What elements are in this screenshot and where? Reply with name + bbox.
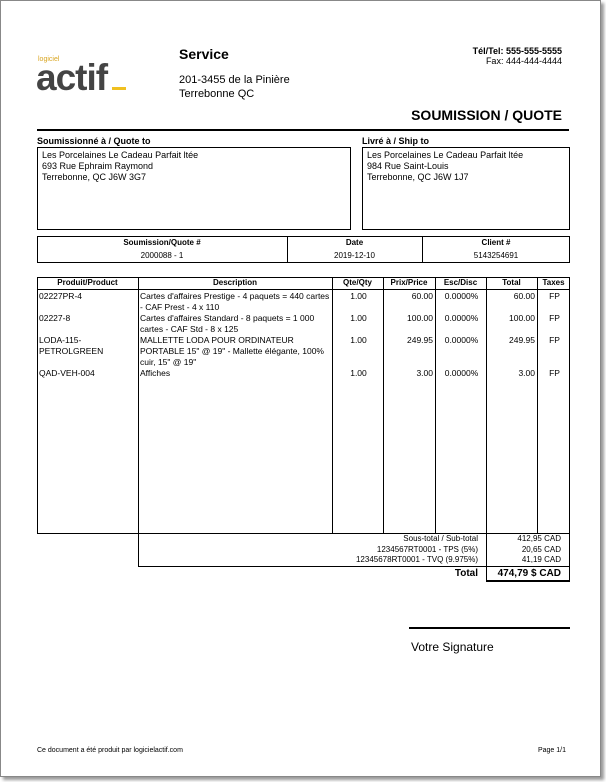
column-divider bbox=[435, 277, 436, 534]
logo: actif bbox=[36, 57, 108, 98]
column-divider bbox=[537, 277, 538, 534]
item-disc: 0.0000% bbox=[444, 313, 479, 323]
total-value: 474,79 $ CAD bbox=[497, 568, 561, 579]
divider bbox=[422, 236, 423, 263]
column-header-price: Prix/Price bbox=[390, 278, 428, 287]
column-divider bbox=[383, 277, 384, 534]
divider bbox=[287, 236, 288, 263]
item-total: 3.00 bbox=[518, 368, 535, 378]
date-header: Date bbox=[345, 238, 364, 247]
item-description: Affiches bbox=[140, 368, 171, 378]
divider bbox=[37, 289, 570, 290]
item-description: Cartes d'affaires Standard - 8 paquets =… bbox=[140, 313, 315, 334]
item-qty: 1.00 bbox=[350, 335, 367, 345]
company-address2: Terrebonne QC bbox=[179, 88, 255, 100]
totals-label: 12345678RT0001 - TVQ (9.975%) bbox=[355, 555, 478, 564]
item-price: 60.00 bbox=[411, 291, 433, 301]
quote-to-line: Terrebonne, QC J6W 3G7 bbox=[42, 172, 147, 182]
item-disc: 0.0000% bbox=[444, 335, 479, 345]
item-price: 3.00 bbox=[416, 368, 433, 378]
divider bbox=[486, 533, 487, 581]
item-total: 100.00 bbox=[509, 313, 535, 323]
column-header-total: Total bbox=[502, 278, 521, 287]
quote-to-line: Les Porcelaines Le Cadeau Parfait ltée bbox=[42, 150, 199, 160]
ship-to-line: Terrebonne, QC J6W 1J7 bbox=[367, 172, 469, 182]
logo-small-text: logiciel bbox=[38, 56, 60, 63]
item-description: MALLETTE LODA POUR ORDINATEUR PORTABLE 1… bbox=[140, 335, 324, 367]
quote-number: 2000088 - 1 bbox=[140, 251, 184, 260]
subtotals-box bbox=[138, 533, 570, 567]
totals-value: 41,19 CAD bbox=[521, 555, 561, 564]
client-header: Client # bbox=[481, 238, 511, 247]
totals-label: Sous-total / Sub-total bbox=[403, 534, 478, 543]
item-taxes: FP bbox=[549, 368, 560, 378]
footer-credit: Ce document a été produit par logicielac… bbox=[37, 747, 183, 754]
item-price: 100.00 bbox=[407, 313, 433, 323]
column-header-product: Produit/Product bbox=[57, 278, 118, 287]
total-box bbox=[486, 566, 570, 582]
column-header-qty: Qte/Qty bbox=[343, 278, 372, 287]
ship-to-line: 984 Rue Saint-Louis bbox=[367, 161, 449, 171]
signature-line bbox=[409, 627, 570, 629]
item-product: QAD-VEH-004 bbox=[39, 368, 95, 378]
item-product: 02227PR-4 bbox=[39, 291, 83, 301]
item-qty: 1.00 bbox=[350, 368, 367, 378]
column-divider bbox=[486, 277, 487, 534]
quote-to-label: Soumissionné à / Quote to bbox=[37, 136, 151, 146]
page-number: Page 1/1 bbox=[537, 747, 566, 754]
signature-label: Votre Signature bbox=[411, 640, 494, 654]
item-qty: 1.00 bbox=[350, 291, 367, 301]
company-phone: Tél/Tel: 555-555-5555 bbox=[472, 46, 562, 56]
company-name: Service bbox=[179, 46, 229, 62]
column-header-description: Description bbox=[212, 278, 257, 287]
item-product: 02227-8 bbox=[39, 313, 71, 323]
ship-to-label: Livré à / Ship to bbox=[362, 136, 430, 146]
date: 2019-12-10 bbox=[334, 251, 375, 260]
column-header-taxes: Taxes bbox=[542, 278, 565, 287]
quote-info-table bbox=[37, 236, 570, 263]
client-number: 5143254691 bbox=[473, 251, 519, 260]
header-divider bbox=[37, 129, 569, 131]
item-description: Cartes d'affaires Prestige - 4 paquets =… bbox=[140, 291, 330, 312]
totals-value: 20,65 CAD bbox=[521, 544, 561, 554]
column-divider bbox=[138, 277, 139, 534]
column-divider bbox=[332, 277, 333, 534]
totals-label: 1234567RT0001 - TPS (5%) bbox=[376, 544, 478, 554]
item-disc: 0.0000% bbox=[444, 368, 479, 378]
item-disc: 0.0000% bbox=[444, 291, 479, 301]
company-fax: Fax: 444-444-4444 bbox=[485, 56, 562, 66]
company-address1: 201-3455 de la Pinière bbox=[179, 74, 290, 86]
ship-to-box: Les Porcelaines Le Cadeau Parfait ltée 9… bbox=[362, 147, 570, 230]
item-total: 249.95 bbox=[509, 335, 535, 345]
item-taxes: FP bbox=[549, 335, 560, 345]
column-header-disc: Esc/Disc bbox=[443, 278, 478, 287]
total-label: Total bbox=[454, 568, 478, 579]
item-total: 60.00 bbox=[513, 291, 535, 301]
quote-to-line: 693 Rue Ephraim Raymond bbox=[42, 161, 154, 171]
item-qty: 1.00 bbox=[350, 313, 367, 323]
item-taxes: FP bbox=[549, 291, 560, 301]
item-price: 249.95 bbox=[407, 335, 433, 345]
quote-number-header: Soumission/Quote # bbox=[123, 238, 201, 247]
item-taxes: FP bbox=[549, 313, 560, 323]
totals-value: 412,95 CAD bbox=[517, 534, 561, 543]
doc-title: SOUMISSION / QUOTE bbox=[411, 107, 562, 123]
quote-to-box: Les Porcelaines Le Cadeau Parfait ltée 6… bbox=[37, 147, 351, 230]
logo-underscore bbox=[112, 87, 126, 90]
item-product: LODA-115-PETROLGREEN bbox=[39, 335, 104, 356]
ship-to-line: Les Porcelaines Le Cadeau Parfait ltée bbox=[367, 150, 524, 160]
